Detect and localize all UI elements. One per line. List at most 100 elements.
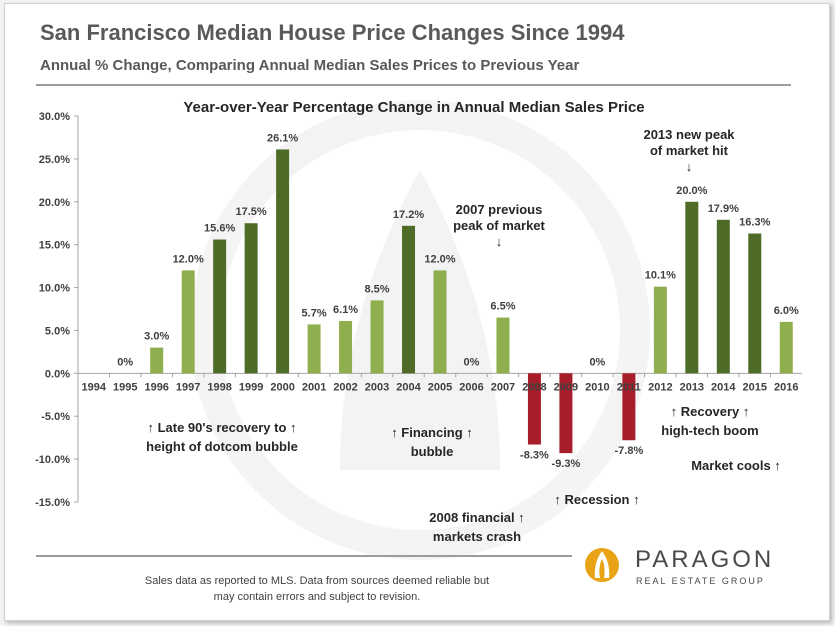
footer-disclaimer-line1: Sales data as reported to MLS. Data from… <box>144 575 490 587</box>
watermark-logo <box>190 100 650 560</box>
data-label-2001: 5.7% <box>302 307 327 319</box>
y-tick-label: -5.0% <box>41 411 70 423</box>
annotation-3-line-2: ↓ <box>686 159 693 174</box>
chart-title: Year-over-Year Percentage Change in Annu… <box>183 99 644 116</box>
x-tick-label-2003: 2003 <box>365 381 389 393</box>
bar-2011 <box>622 373 636 441</box>
x-tick-label-2004: 2004 <box>396 381 421 393</box>
bar-2009 <box>559 373 573 454</box>
x-tick-label-2007: 2007 <box>491 381 515 393</box>
data-label-1995: 0% <box>117 356 133 368</box>
x-tick-label-2013: 2013 <box>680 381 704 393</box>
data-label-2013: 20.0% <box>676 185 707 197</box>
annotation-0-line-0: ↑ Late 90's recovery to ↑ <box>147 420 296 435</box>
x-tick-label-1994: 1994 <box>81 381 106 393</box>
paragon-logo <box>585 548 619 582</box>
bar-1996 <box>150 347 164 374</box>
data-label-2006: 0% <box>464 356 480 368</box>
bar-2001 <box>307 324 321 374</box>
y-tick-label: 5.0% <box>45 325 70 337</box>
y-axis: 30.0% 25.0% 20.0% 15.0% 10.0% 5.0% 0.0% -5.0% -1… <box>35 111 802 509</box>
annotation-1-line-0: ↑ Financing ↑ <box>391 425 473 440</box>
bar-1998 <box>213 239 227 374</box>
bar-2007 <box>496 317 510 374</box>
x-tick-label-2014: 2014 <box>711 381 736 393</box>
annotation-7-line-0: 2008 financial ↑ <box>429 510 524 525</box>
y-tick-label: 30.0% <box>39 111 70 123</box>
x-tick-label-2000: 2000 <box>270 381 294 393</box>
data-label-2009: -9.3% <box>552 458 581 470</box>
bar-1999 <box>244 223 258 374</box>
bar-1997 <box>181 270 195 374</box>
bar-2008 <box>527 373 541 445</box>
annotation-3-line-0: 2013 new peak <box>643 127 735 142</box>
data-label-1999: 17.5% <box>236 206 267 218</box>
x-tick-label-2008: 2008 <box>522 381 546 393</box>
y-tick-label: 25.0% <box>39 154 70 166</box>
x-tick-label-2005: 2005 <box>428 381 452 393</box>
annotation-2-line-2: ↓ <box>496 234 503 249</box>
x-tick-label-1995: 1995 <box>113 381 137 393</box>
annotation-7-line-1: markets crash <box>433 529 521 544</box>
header-divider <box>36 84 791 86</box>
x-axis-ticks: 1994 1995 1996 1997 1998 1999 2000 2001 2002 2003… <box>77 373 799 393</box>
x-tick-label-2002: 2002 <box>333 381 357 393</box>
x-tick-label-2012: 2012 <box>648 381 672 393</box>
x-tick-label-1999: 1999 <box>239 381 263 393</box>
bars <box>150 149 793 454</box>
x-tick-label-2015: 2015 <box>743 381 767 393</box>
data-label-1997: 12.0% <box>173 253 204 265</box>
x-tick-label-2009: 2009 <box>554 381 578 393</box>
y-tick-label: -10.0% <box>35 454 70 466</box>
x-tick-label-1997: 1997 <box>176 381 200 393</box>
x-tick-label-2006: 2006 <box>459 381 483 393</box>
bar-2002 <box>339 321 353 374</box>
annotation-2-line-0: 2007 previous <box>456 202 543 217</box>
bar-2016 <box>779 321 793 374</box>
data-label-2002: 6.1% <box>333 304 358 316</box>
bar-2012 <box>653 286 667 374</box>
bar-2015 <box>748 233 762 374</box>
annotation-0-line-1: height of dotcom bubble <box>146 439 298 454</box>
x-tick-label-1996: 1996 <box>144 381 168 393</box>
x-tick-label-1998: 1998 <box>207 381 231 393</box>
annotation-4-line-1: high-tech boom <box>661 423 759 438</box>
y-tick-label: 15.0% <box>39 240 70 252</box>
annotation-3-line-1: of market hit <box>650 143 729 158</box>
data-label-2010: 0% <box>589 356 605 368</box>
bar-2014 <box>716 219 730 374</box>
data-label-2007: 6.5% <box>490 301 515 313</box>
data-label-2015: 16.3% <box>739 217 770 229</box>
annotation-1-line-1: bubble <box>411 444 454 459</box>
annotations: ↑ Late 90's recovery to ↑ height of dotco… <box>146 127 781 544</box>
bar-2000 <box>276 149 290 374</box>
data-label-1996: 3.0% <box>144 331 169 343</box>
data-label-1998: 15.6% <box>204 223 235 235</box>
page-title: San Francisco Median House Price Changes… <box>40 20 625 45</box>
data-label-2016: 6.0% <box>774 305 799 317</box>
x-tick-label-2011: 2011 <box>617 381 641 393</box>
bar-2003 <box>370 300 384 374</box>
y-tick-label: -15.0% <box>35 497 70 509</box>
bar-2013 <box>685 201 699 374</box>
x-tick-label-2016: 2016 <box>774 381 798 393</box>
y-tick-label: 0.0% <box>45 368 70 380</box>
data-label-2003: 8.5% <box>365 283 390 295</box>
page-subtitle: Annual % Change, Comparing Annual Median… <box>40 57 580 74</box>
data-labels: 0% 3.0% 12.0% 15.6%17.5% 26.1% 5.7% 6.1% 8.5% 17… <box>117 132 799 470</box>
y-tick-label: 20.0% <box>39 197 70 209</box>
data-label-2012: 10.1% <box>645 270 676 282</box>
bar-2004 <box>402 225 416 374</box>
logo-mark-inner <box>599 559 605 578</box>
data-label-2005: 12.0% <box>424 253 455 265</box>
data-label-2014: 17.9% <box>708 203 739 215</box>
annotation-4-line-0: ↑ Recovery ↑ <box>671 404 750 419</box>
annotation-5-line-0: Market cools ↑ <box>691 458 781 473</box>
data-label-2000: 26.1% <box>267 132 298 144</box>
annotation-2-line-1: peak of market <box>453 218 545 233</box>
annotation-6-line-0: ↑ Recession ↑ <box>554 492 639 507</box>
x-tick-label-2010: 2010 <box>585 381 609 393</box>
x-tick-label-2001: 2001 <box>302 381 326 393</box>
y-tick-label: 10.0% <box>39 283 70 295</box>
